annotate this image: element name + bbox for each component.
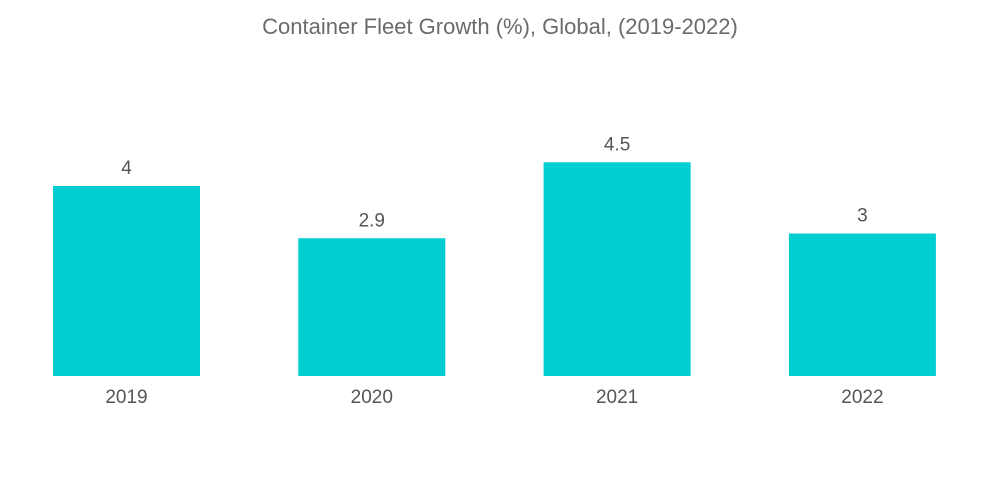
bar-2019: [53, 186, 200, 376]
bar-2021: [543, 162, 691, 376]
value-label-2019: 4: [121, 158, 132, 179]
x-tick-label-2020: 2020: [351, 387, 393, 408]
x-tick-label-2021: 2021: [596, 387, 638, 408]
x-tick-label-2022: 2022: [841, 387, 883, 408]
value-label-2020: 2.9: [359, 210, 385, 231]
value-label-2022: 3: [857, 206, 868, 227]
bar-2020: [298, 238, 446, 376]
chart-title: Container Fleet Growth (%), Global, (201…: [262, 14, 738, 39]
bar-2022: [788, 233, 936, 376]
value-label-2021: 4.5: [604, 134, 630, 155]
x-tick-label-2019: 2019: [105, 387, 147, 408]
